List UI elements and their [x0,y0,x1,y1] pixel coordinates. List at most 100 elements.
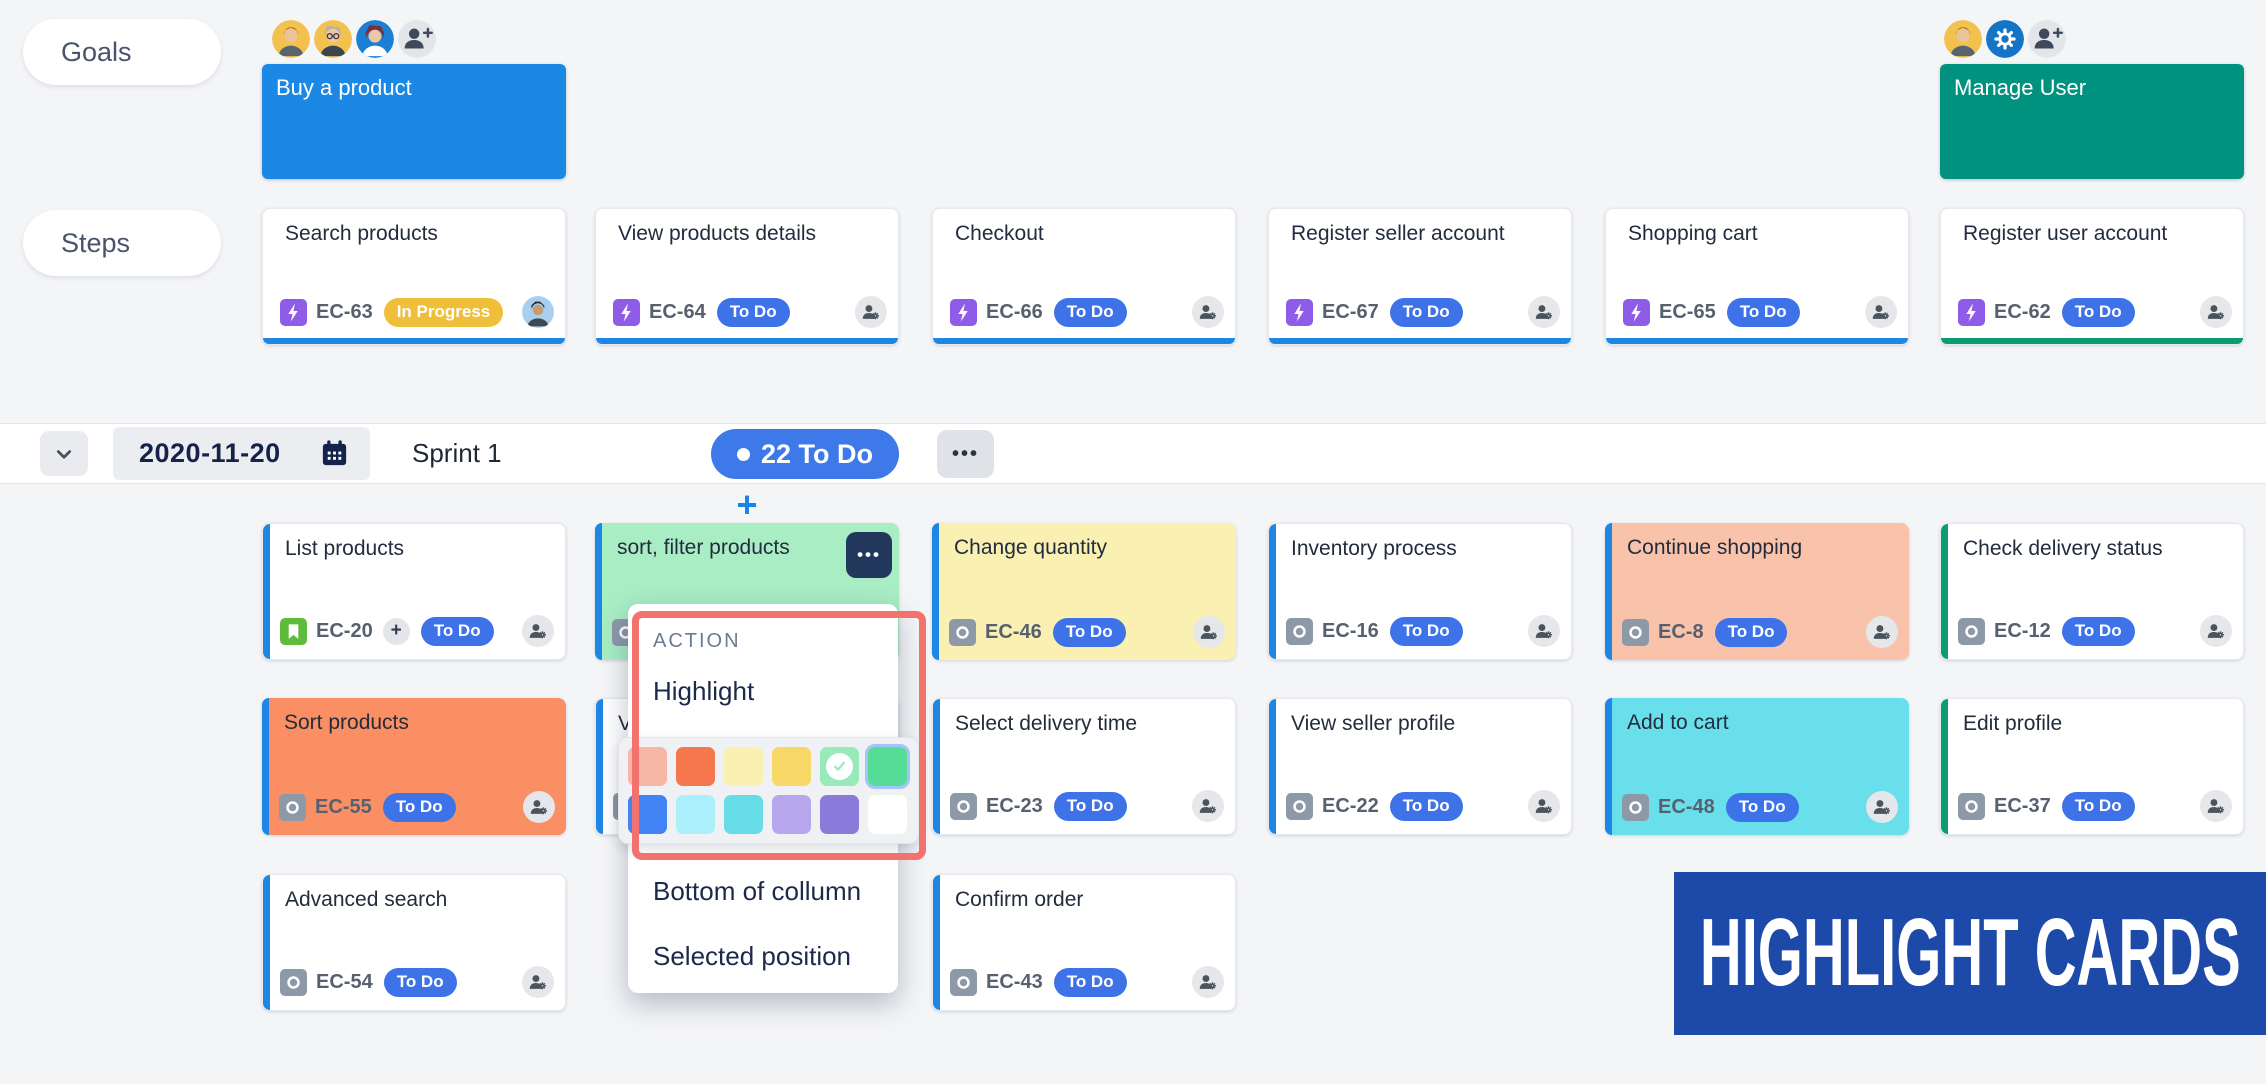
card-title: Confirm order [955,888,1084,911]
step-card-search-products[interactable]: Search products EC-63 In Progress [262,208,566,345]
color-swatch-hovered[interactable] [865,744,910,789]
issue-key: EC-16 [1322,619,1379,642]
card-inventory-process[interactable]: Inventory process EC-16 To Do [1268,523,1572,660]
color-swatch[interactable] [628,747,667,786]
menu-item-bottom-of-column[interactable]: Bottom of collumn [653,876,862,906]
assignee-gear-icon[interactable] [1866,791,1898,823]
add-person-icon[interactable] [398,20,436,58]
epic-bolt-icon [1623,298,1650,326]
color-swatch[interactable] [628,795,667,834]
color-swatch[interactable] [676,747,715,786]
status-badge[interactable]: To Do [1726,297,1800,327]
card-continue-shopping[interactable]: Continue shopping EC-8 To Do [1605,523,1909,660]
issue-key: EC-55 [315,795,372,818]
status-badge[interactable]: To Do [716,297,790,327]
assignee-gear-icon[interactable] [522,966,554,998]
card-edit-profile[interactable]: Edit profile EC-37 To Do [1940,698,2244,835]
status-badge[interactable]: To Do [1714,617,1788,647]
menu-item-selected-position[interactable]: Selected position [653,941,852,971]
card-footer: EC-55 To Do [279,790,555,824]
avatar-woman-icon[interactable] [356,20,394,58]
color-swatch[interactable] [724,795,763,834]
task-circle-icon [1286,792,1313,820]
assignee-gear-icon[interactable] [1866,616,1898,648]
assignee-gear-icon[interactable] [1528,615,1560,647]
step-card-view-products-details[interactable]: View products details EC-64 To Do [595,208,899,345]
sprint-date-picker[interactable]: 2020-11-20 [113,427,370,480]
status-badge[interactable]: To Do [383,967,457,997]
status-badge[interactable]: To Do [420,616,494,646]
status-badge[interactable]: To Do [1389,616,1463,646]
color-swatch[interactable] [820,795,859,834]
assignee-gear-icon[interactable] [1528,296,1560,328]
status-badge[interactable]: To Do [2061,791,2135,821]
status-badge[interactable]: To Do [1389,297,1463,327]
step-card-checkout[interactable]: Checkout EC-66 To Do [932,208,1236,345]
goal-card-buy-a-product[interactable]: Buy a product [262,64,566,179]
assignee-gear-icon[interactable] [1193,616,1225,648]
sprint-menu-button[interactable]: ••• [937,430,994,478]
avatar-man-icon[interactable] [1944,20,1982,58]
goals-label-text: Goals [61,36,132,67]
color-swatch[interactable] [772,795,811,834]
assignee-avatar[interactable] [522,296,554,328]
assignee-gear-icon[interactable] [523,791,555,823]
status-badge[interactable]: In Progress [383,297,504,327]
card-footer: EC-64 To Do [613,295,887,329]
card-footer: EC-22 To Do [1286,789,1560,823]
assignee-gear-icon[interactable] [2200,615,2232,647]
card-change-quantity[interactable]: Change quantity EC-46 To Do [932,523,1236,660]
sprint-status-badge[interactable]: 22 To Do [711,429,900,479]
assignee-gear-icon[interactable] [1528,790,1560,822]
status-badge[interactable]: To Do [1052,617,1126,647]
assignee-gear-icon[interactable] [2200,790,2232,822]
avatar-woman-glasses-icon[interactable] [314,20,352,58]
menu-item-highlight[interactable]: Highlight [653,676,755,706]
card-check-delivery-status[interactable]: Check delivery status EC-12 To Do [1940,523,2244,660]
card-title: Edit profile [1963,712,2063,735]
color-swatch[interactable] [676,795,715,834]
assignee-gear-icon[interactable] [1865,296,1897,328]
assignee-gear-icon[interactable] [2200,296,2232,328]
card-add-to-cart[interactable]: Add to cart EC-48 To Do [1605,698,1909,835]
assignee-gear-icon[interactable] [1192,790,1224,822]
card-sort-products[interactable]: Sort products EC-55 To Do [262,698,566,835]
status-badge[interactable]: To Do [2061,616,2135,646]
card-confirm-order[interactable]: Confirm order EC-43 To Do [932,874,1236,1011]
card-select-delivery-time[interactable]: Select delivery time EC-23 To Do [932,698,1236,835]
step-card-shopping-cart[interactable]: Shopping cart EC-65 To Do [1605,208,1909,345]
avatar-man-icon[interactable] [272,20,310,58]
goal-card-manage-user[interactable]: Manage User [1940,64,2244,179]
step-card-register-seller-account[interactable]: Register seller account EC-67 To Do [1268,208,1572,345]
status-badge[interactable]: To Do [1389,791,1463,821]
status-badge[interactable]: To Do [2061,297,2135,327]
card-footer: EC-43 To Do [950,965,1224,999]
status-badge[interactable]: To Do [1053,967,1127,997]
color-swatch[interactable] [772,747,811,786]
status-badge[interactable]: To Do [1053,791,1127,821]
assignee-gear-icon[interactable] [1192,296,1224,328]
status-badge[interactable]: To Do [1053,297,1127,327]
status-badge[interactable]: To Do [1725,792,1799,822]
card-list-products[interactable]: List products EC-20 + To Do [262,523,566,660]
goal2-avatar-group [1944,20,2066,58]
card-advanced-search[interactable]: Advanced search EC-54 To Do [262,874,566,1011]
color-swatch[interactable] [868,795,907,834]
task-circle-icon [949,618,976,646]
assignee-gear-icon[interactable] [1192,966,1224,998]
assignee-gear-icon[interactable] [522,615,554,647]
card-title: Sort products [284,711,409,734]
assignee-gear-icon[interactable] [855,296,887,328]
card-view-seller-profile[interactable]: View seller profile EC-22 To Do [1268,698,1572,835]
status-badge[interactable]: To Do [382,792,456,822]
step-card-register-user-account[interactable]: Register user account EC-62 To Do [1940,208,2244,345]
collapse-sprint-button[interactable] [40,431,88,476]
sprint-name[interactable]: Sprint 1 [412,438,502,468]
add-status-button[interactable]: + [382,617,410,645]
color-swatch[interactable] [724,747,763,786]
gear-icon[interactable] [1986,20,2024,58]
color-swatch-selected[interactable] [820,747,859,786]
card-menu-button[interactable]: ••• [846,532,892,578]
add-card-button[interactable]: + [736,484,758,525]
add-person-icon[interactable] [2028,20,2066,58]
